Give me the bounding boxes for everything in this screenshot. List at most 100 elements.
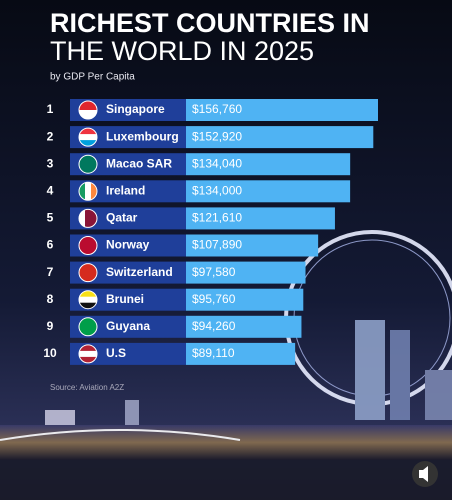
- flag: [78, 208, 98, 228]
- bar: [186, 207, 335, 230]
- flag-stripe: [79, 209, 86, 228]
- country-label: Ireland: [106, 183, 145, 197]
- bar: [186, 315, 302, 338]
- country-label: Qatar: [106, 211, 138, 225]
- value-label: $89,110: [192, 346, 235, 360]
- flag: [78, 236, 98, 255]
- label-bar: [70, 99, 186, 121]
- bar: [186, 261, 306, 284]
- source: Source: Aviation A2Z: [50, 383, 124, 392]
- flag-border: [78, 100, 98, 120]
- country-label: Brunei: [106, 292, 144, 306]
- country-label: Norway: [106, 238, 150, 252]
- flag-stripe: [79, 182, 86, 201]
- flag-stripes: [79, 344, 97, 363]
- label-bar: [70, 153, 186, 176]
- flag-stripes: [79, 101, 97, 119]
- flag-border: [78, 263, 98, 283]
- country-label: Guyana: [106, 319, 150, 333]
- mute-icon: [419, 466, 428, 482]
- rank: 5: [47, 211, 54, 225]
- flag-border: [78, 236, 98, 255]
- flag-border: [78, 344, 98, 364]
- flag-stripe: [79, 101, 97, 111]
- value-label: $156,760: [192, 102, 242, 116]
- flag: [78, 100, 98, 120]
- country-label: Luxembourg: [106, 129, 179, 143]
- flag-border: [78, 290, 98, 310]
- flag-stripe: [85, 209, 92, 228]
- rank: 2: [47, 129, 54, 143]
- label-bar: [70, 315, 186, 338]
- rank: 8: [47, 292, 54, 306]
- label-bar: [70, 288, 186, 311]
- label-bar: [70, 234, 186, 257]
- flag-stripe: [79, 317, 97, 336]
- flag-stripes: [79, 317, 97, 336]
- flag: [78, 344, 98, 364]
- flag: [78, 290, 98, 310]
- flag-stripes: [79, 236, 97, 255]
- label-bar: [70, 207, 186, 230]
- flag-stripes: [79, 128, 97, 147]
- flag-stripe: [85, 182, 92, 201]
- flag-stripe: [79, 236, 97, 255]
- flag: [78, 317, 98, 337]
- rank: 3: [47, 156, 54, 170]
- flag-stripe: [79, 290, 97, 298]
- flag-border: [78, 181, 98, 201]
- flag-stripe: [79, 344, 97, 352]
- bar: [186, 153, 351, 176]
- value-label: $107,890: [192, 238, 242, 252]
- flag-stripes: [79, 290, 97, 309]
- flag-border: [78, 154, 98, 174]
- label-bar: [70, 180, 186, 203]
- flag-stripe: [79, 296, 97, 304]
- flag-border: [78, 127, 98, 147]
- flag-border: [78, 208, 98, 228]
- cityscape: [0, 230, 452, 500]
- value-label: $121,610: [192, 211, 242, 225]
- flag: [78, 181, 98, 201]
- flag-stripe: [79, 110, 97, 119]
- flag-stripes: [79, 155, 97, 174]
- bar: [186, 180, 351, 203]
- flag: [78, 127, 98, 147]
- country-label: Macao SAR: [106, 156, 172, 170]
- label-bar: [70, 126, 186, 149]
- title-line2: THE WORLD IN 2025: [50, 36, 314, 66]
- title-line1: RICHEST COUNTRIES IN: [50, 8, 370, 38]
- rank: 6: [47, 238, 54, 252]
- value-label: $95,760: [192, 292, 236, 306]
- flag-stripe: [79, 155, 97, 174]
- country-label: Singapore: [106, 102, 165, 116]
- bar: [186, 234, 319, 257]
- rank: 10: [43, 346, 57, 360]
- bar: [186, 99, 378, 121]
- rank: 4: [47, 183, 54, 197]
- flag-stripe: [79, 134, 97, 141]
- flag: [78, 154, 98, 174]
- flag-border: [78, 317, 98, 337]
- country-label: U.S: [106, 346, 126, 360]
- label-bar: [70, 261, 186, 284]
- label-bar: [70, 342, 186, 365]
- value-label: $134,000: [192, 183, 242, 197]
- flag-stripe: [79, 263, 97, 282]
- bar: [186, 126, 374, 149]
- flag-stripe: [91, 182, 97, 201]
- country-label: Switzerland: [106, 265, 173, 279]
- flag: [78, 263, 98, 283]
- flag-stripes: [79, 182, 97, 201]
- flag-stripe: [79, 356, 97, 363]
- rank: 1: [47, 102, 54, 116]
- flag-stripe: [79, 350, 97, 358]
- rank: 7: [47, 265, 54, 279]
- rank: 9: [47, 319, 54, 333]
- bar: [186, 288, 304, 311]
- subtitle: by GDP Per Capita: [50, 72, 135, 83]
- flag-stripe: [91, 209, 97, 228]
- flag-stripes: [79, 209, 97, 228]
